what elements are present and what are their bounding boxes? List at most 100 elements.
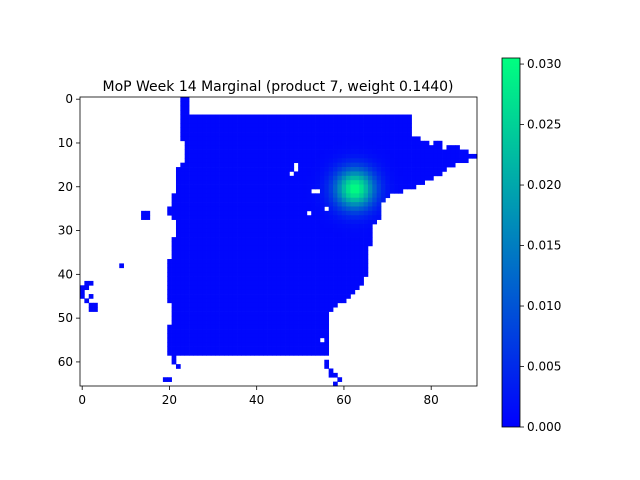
heatmap-cell bbox=[315, 202, 321, 207]
heatmap-cell bbox=[263, 228, 268, 234]
heatmap-cell bbox=[468, 153, 473, 159]
heatmap-cell bbox=[241, 333, 247, 339]
heatmap-cell bbox=[258, 206, 264, 212]
heatmap-cell bbox=[237, 132, 242, 137]
heatmap-cell bbox=[241, 171, 247, 177]
x-tick-label: 40 bbox=[249, 393, 264, 407]
heatmap-cell bbox=[376, 184, 382, 190]
heatmap-cell bbox=[237, 267, 242, 273]
heatmap-cell bbox=[228, 188, 234, 194]
heatmap-cell bbox=[354, 285, 360, 291]
heatmap-cell bbox=[280, 232, 286, 238]
heatmap-cell bbox=[223, 167, 229, 172]
heatmap-cell bbox=[346, 259, 351, 264]
heatmap-cell bbox=[215, 324, 220, 330]
heatmap-cell bbox=[250, 206, 255, 212]
heatmap-cell bbox=[171, 202, 177, 207]
heatmap-cell bbox=[223, 210, 229, 216]
heatmap-cell bbox=[175, 329, 181, 334]
heatmap-cell bbox=[367, 202, 373, 207]
heatmap-cell bbox=[363, 145, 369, 150]
heatmap-cell bbox=[210, 307, 216, 312]
heatmap-cell bbox=[289, 294, 295, 299]
heatmap-cell bbox=[346, 289, 351, 295]
heatmap-cell bbox=[302, 342, 308, 347]
heatmap-cell bbox=[263, 320, 268, 326]
heatmap-cell bbox=[250, 188, 255, 194]
heatmap-cell bbox=[171, 346, 177, 352]
heatmap-cell bbox=[328, 167, 334, 172]
heatmap-cell bbox=[210, 350, 216, 356]
heatmap-cell bbox=[180, 298, 186, 304]
heatmap-cell bbox=[359, 188, 364, 194]
heatmap-cell bbox=[311, 210, 316, 216]
heatmap-cell bbox=[219, 153, 225, 159]
heatmap-cell bbox=[333, 276, 338, 282]
heatmap-cell bbox=[232, 223, 238, 229]
heatmap-cell bbox=[381, 162, 386, 168]
heatmap-cell bbox=[437, 167, 443, 172]
heatmap-cell bbox=[271, 346, 277, 352]
heatmap-cell bbox=[267, 136, 273, 142]
heatmap-cell bbox=[197, 285, 203, 291]
heatmap-cell bbox=[228, 171, 234, 177]
heatmap-cell bbox=[271, 228, 277, 234]
heatmap-cell bbox=[333, 193, 338, 199]
heatmap-cell bbox=[263, 337, 268, 343]
heatmap-cell bbox=[333, 215, 338, 220]
heatmap-cell bbox=[389, 132, 395, 137]
heatmap-cell bbox=[193, 307, 199, 312]
heatmap-cell bbox=[171, 329, 177, 334]
heatmap-cell bbox=[232, 219, 238, 225]
heatmap-cell bbox=[298, 180, 303, 185]
heatmap-cell bbox=[219, 175, 225, 181]
heatmap-cell bbox=[328, 263, 334, 269]
heatmap-cell bbox=[88, 280, 94, 286]
heatmap-cell bbox=[363, 149, 369, 155]
heatmap-cell bbox=[315, 223, 321, 229]
heatmap-cell bbox=[285, 263, 290, 269]
heatmap-cell bbox=[197, 302, 203, 308]
heatmap-cell bbox=[398, 145, 404, 150]
heatmap-cells bbox=[80, 97, 478, 387]
heatmap-cell bbox=[337, 254, 343, 260]
heatmap-cell bbox=[341, 228, 347, 234]
heatmap-cell bbox=[302, 167, 308, 172]
heatmap-cell bbox=[215, 245, 220, 251]
heatmap-cell bbox=[276, 232, 282, 238]
heatmap-cell bbox=[237, 245, 242, 251]
heatmap-cell bbox=[302, 276, 308, 282]
heatmap-cell bbox=[298, 188, 303, 194]
heatmap-cell bbox=[210, 241, 216, 247]
heatmap-cell bbox=[376, 175, 382, 181]
heatmap-cell bbox=[363, 193, 369, 199]
heatmap-cell bbox=[298, 324, 303, 330]
heatmap-cell bbox=[359, 145, 364, 150]
heatmap-cell bbox=[184, 232, 190, 238]
heatmap-cell bbox=[354, 153, 360, 159]
heatmap-cell bbox=[437, 158, 443, 164]
colorbar-tick-label: 0.015 bbox=[527, 239, 561, 253]
heatmap-cell bbox=[341, 294, 347, 299]
heatmap-cell bbox=[328, 171, 334, 177]
heatmap-cell bbox=[254, 245, 260, 251]
heatmap-cell bbox=[175, 320, 181, 326]
heatmap-cell bbox=[293, 294, 299, 299]
heatmap-cell bbox=[263, 153, 268, 159]
heatmap-cell bbox=[271, 272, 277, 277]
heatmap-cell bbox=[215, 232, 220, 238]
heatmap-cell bbox=[324, 263, 330, 269]
heatmap-cell bbox=[289, 333, 295, 339]
heatmap-cell bbox=[372, 197, 378, 203]
heatmap-cell bbox=[254, 153, 260, 159]
heatmap-cell bbox=[337, 250, 343, 255]
heatmap-cell bbox=[363, 180, 369, 185]
heatmap-cell bbox=[254, 276, 260, 282]
heatmap-cell bbox=[354, 245, 360, 251]
heatmap-cell bbox=[210, 132, 216, 137]
heatmap-cell bbox=[298, 307, 303, 312]
heatmap-cell bbox=[267, 180, 273, 185]
heatmap-cell bbox=[258, 123, 264, 128]
heatmap-cell bbox=[202, 219, 207, 225]
heatmap-cell bbox=[215, 136, 220, 142]
